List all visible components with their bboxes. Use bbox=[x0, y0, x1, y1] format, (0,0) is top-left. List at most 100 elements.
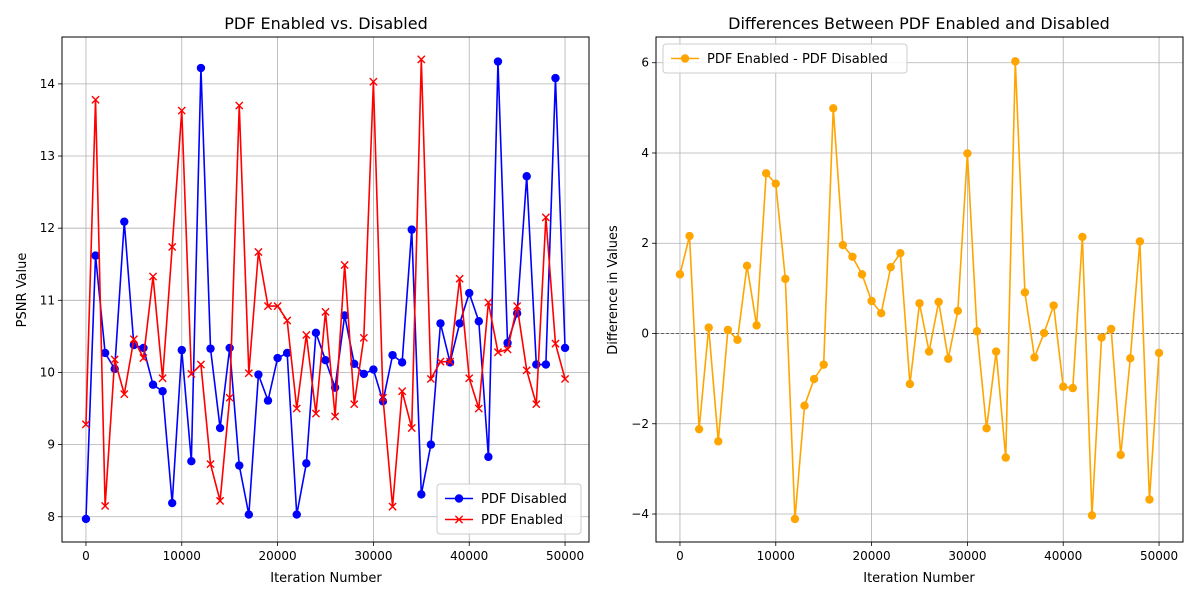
legend-swatch-marker bbox=[680, 54, 690, 63]
data-point-pdf-disabled bbox=[206, 344, 215, 353]
chart-right-legend: PDF Enabled - PDF Disabled bbox=[662, 43, 908, 74]
data-point-pdf-disabled bbox=[455, 319, 464, 328]
x-tick-label: 40000 bbox=[1044, 549, 1082, 563]
chart-right: Differences Between PDF Enabled and Disa… bbox=[606, 14, 1184, 586]
data-point-pdf-enabled-pdf-disabled bbox=[1145, 495, 1154, 504]
data-point-pdf-disabled bbox=[215, 423, 225, 433]
data-point-pdf-enabled bbox=[369, 77, 378, 86]
x-tick-label: 0 bbox=[82, 549, 90, 563]
data-point-pdf-enabled-pdf-disabled bbox=[781, 274, 790, 284]
data-point-pdf-disabled bbox=[493, 57, 503, 66]
data-point-pdf-enabled bbox=[378, 393, 388, 402]
data-point-pdf-disabled bbox=[91, 251, 100, 260]
data-point-pdf-enabled bbox=[263, 301, 273, 311]
y-tick-label: 11 bbox=[40, 293, 55, 307]
data-point-pdf-disabled bbox=[196, 63, 206, 73]
y-tick-label: 12 bbox=[40, 221, 55, 235]
data-point-pdf-enabled-pdf-disabled bbox=[675, 270, 685, 279]
data-point-pdf-enabled-pdf-disabled bbox=[944, 354, 953, 363]
data-point-pdf-disabled bbox=[541, 360, 551, 369]
data-point-pdf-enabled bbox=[350, 400, 359, 409]
data-point-pdf-enabled-pdf-disabled bbox=[972, 327, 982, 336]
data-point-pdf-disabled bbox=[302, 459, 311, 468]
data-point-pdf-enabled-pdf-disabled bbox=[848, 252, 857, 261]
data-point-pdf-enabled bbox=[225, 393, 234, 402]
x-tick-label: 50000 bbox=[1140, 549, 1178, 563]
data-point-pdf-enabled-pdf-disabled bbox=[733, 335, 742, 345]
data-point-pdf-enabled bbox=[445, 357, 455, 366]
data-point-pdf-enabled bbox=[235, 101, 244, 110]
data-point-pdf-enabled-pdf-disabled bbox=[723, 325, 733, 335]
data-point-pdf-enabled bbox=[407, 423, 416, 433]
y-tick-label: 13 bbox=[40, 149, 55, 163]
data-point-pdf-enabled bbox=[503, 345, 512, 354]
data-point-pdf-enabled-pdf-disabled bbox=[1087, 511, 1097, 520]
data-point-pdf-enabled-pdf-disabled bbox=[886, 262, 895, 272]
chart-left-legend: PDF Disabled PDF Enabled bbox=[436, 483, 582, 535]
data-point-pdf-enabled-pdf-disabled bbox=[829, 104, 838, 113]
data-point-pdf-disabled bbox=[244, 510, 254, 519]
data-point-pdf-disabled bbox=[474, 317, 484, 326]
data-point-pdf-enabled-pdf-disabled bbox=[982, 424, 991, 433]
y-tick-label: 6 bbox=[641, 56, 649, 70]
data-point-pdf-enabled-pdf-disabled bbox=[1097, 333, 1106, 342]
data-point-pdf-enabled bbox=[110, 355, 119, 364]
x-tick-label: 10000 bbox=[757, 549, 795, 563]
data-point-pdf-enabled bbox=[196, 360, 206, 369]
data-point-pdf-enabled-pdf-disabled bbox=[694, 424, 704, 434]
data-point-pdf-enabled-pdf-disabled bbox=[1078, 232, 1087, 242]
data-point-pdf-disabled bbox=[359, 369, 369, 379]
chart-left-axes-frame bbox=[61, 36, 590, 543]
data-point-pdf-enabled bbox=[91, 95, 100, 104]
data-point-pdf-enabled-pdf-disabled bbox=[790, 514, 800, 524]
data-point-pdf-disabled bbox=[407, 225, 416, 234]
data-point-pdf-disabled bbox=[369, 365, 378, 374]
data-point-pdf-enabled-pdf-disabled bbox=[1116, 450, 1125, 460]
data-point-pdf-disabled bbox=[81, 514, 91, 524]
chart-left-xlabel: Iteration Number bbox=[270, 571, 382, 586]
data-point-pdf-disabled bbox=[225, 343, 234, 353]
data-point-pdf-enabled-pdf-disabled bbox=[1020, 288, 1030, 297]
data-point-pdf-disabled bbox=[417, 490, 426, 499]
chart-right-grid bbox=[656, 37, 1183, 542]
data-point-pdf-disabled bbox=[551, 73, 560, 83]
data-point-pdf-enabled bbox=[541, 213, 550, 222]
data-point-pdf-enabled-pdf-disabled bbox=[819, 360, 828, 369]
data-point-pdf-disabled bbox=[100, 348, 110, 358]
data-point-pdf-disabled bbox=[311, 328, 321, 337]
data-point-pdf-enabled bbox=[302, 330, 311, 340]
legend-box bbox=[436, 483, 582, 535]
y-tick-label: −4 bbox=[631, 507, 649, 521]
y-tick-label: 0 bbox=[641, 327, 649, 341]
series-line-pdf-disabled bbox=[85, 61, 566, 519]
data-point-pdf-enabled bbox=[484, 298, 493, 307]
data-point-pdf-enabled bbox=[311, 409, 321, 418]
chart-left-title: PDF Enabled vs. Disabled bbox=[224, 14, 427, 33]
data-point-pdf-enabled bbox=[101, 501, 110, 511]
legend-label: PDF Enabled - PDF Disabled bbox=[707, 52, 888, 67]
data-point-pdf-enabled bbox=[168, 242, 177, 252]
y-tick-label: 9 bbox=[47, 438, 55, 452]
data-point-pdf-enabled bbox=[129, 335, 138, 344]
y-tick-label: 8 bbox=[47, 510, 55, 524]
data-point-pdf-enabled-pdf-disabled bbox=[714, 437, 723, 446]
data-point-pdf-enabled-pdf-disabled bbox=[752, 321, 761, 330]
data-point-pdf-disabled bbox=[484, 452, 493, 462]
data-point-pdf-enabled bbox=[177, 106, 186, 115]
data-point-pdf-enabled-pdf-disabled bbox=[934, 297, 943, 307]
data-point-pdf-enabled-pdf-disabled bbox=[915, 299, 924, 308]
data-point-pdf-enabled-pdf-disabled bbox=[1039, 328, 1049, 338]
data-point-pdf-enabled-pdf-disabled bbox=[1068, 383, 1078, 393]
data-point-pdf-enabled-pdf-disabled bbox=[1059, 382, 1068, 391]
data-point-pdf-disabled bbox=[465, 288, 474, 298]
data-point-pdf-enabled-pdf-disabled bbox=[963, 149, 972, 158]
data-point-pdf-enabled-pdf-disabled bbox=[905, 379, 915, 389]
data-point-pdf-enabled-pdf-disabled bbox=[685, 231, 694, 241]
data-point-pdf-enabled bbox=[254, 247, 263, 257]
data-point-pdf-enabled-pdf-disabled bbox=[876, 308, 886, 318]
y-tick-label: 2 bbox=[641, 236, 649, 250]
data-point-pdf-enabled bbox=[465, 374, 474, 383]
legend-label: PDF Disabled bbox=[481, 492, 567, 507]
data-point-pdf-enabled-pdf-disabled bbox=[838, 240, 848, 250]
